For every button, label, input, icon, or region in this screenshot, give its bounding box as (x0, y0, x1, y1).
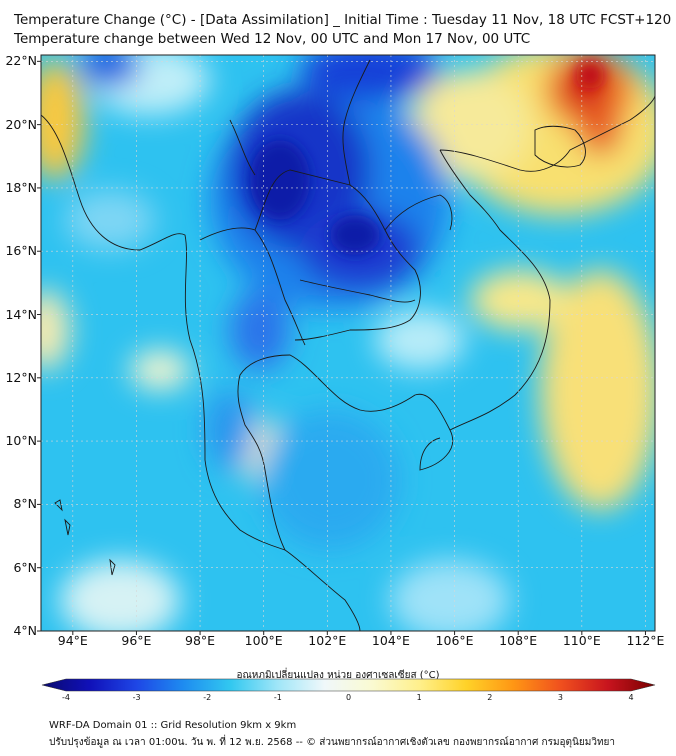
lon-label: 102°E (308, 633, 347, 648)
lon-label: 104°E (371, 633, 410, 648)
lon-label: 96°E (121, 633, 152, 648)
lat-label: 8°N (13, 496, 37, 512)
lat-label: 14°N (5, 306, 37, 322)
colorbar-title: อุณหภูมิเปลี่ยนแปลง หน่วย องศาเซลเซียส (… (236, 670, 440, 681)
lon-label: 106°E (435, 633, 474, 648)
colorbar-tick-label: -1 (273, 693, 282, 702)
footer-domain-info: WRF-DA Domain 01 :: Grid Resolution 9km … (49, 720, 297, 731)
lon-label: 110°E (562, 633, 601, 648)
lat-label: 16°N (5, 243, 37, 259)
colorbar-tick-label: -4 (62, 693, 70, 702)
colorbar-tick-label: 4 (628, 693, 634, 702)
graticule (41, 55, 655, 632)
chart-title: Temperature Change (°C) - [Data Assimila… (14, 12, 672, 28)
lon-label: 112°E (626, 633, 665, 648)
lat-label: 12°N (5, 369, 37, 385)
colorbar-tick-label: 0 (345, 693, 352, 702)
colorbar-tick-label: -2 (203, 693, 212, 702)
lat-label: 10°N (5, 433, 37, 449)
axis-ticks (37, 60, 646, 635)
coastline-borders (41, 59, 655, 631)
colorbar-tick-label: 2 (487, 693, 493, 702)
temperature-field (41, 55, 655, 631)
map-frame (40, 54, 656, 632)
lon-label: 100°E (244, 633, 283, 648)
lon-label: 94°E (57, 633, 88, 648)
chart-subtitle: Temperature change between Wed 12 Nov, 0… (14, 31, 531, 47)
lat-label: 18°N (5, 179, 37, 195)
colorbar-tick-label: 1 (416, 693, 422, 702)
colorbar-tick-label: 3 (557, 693, 563, 702)
footer-credit: ปรับปรุงข้อมูล ณ เวลา 01:00น. วัน พ. ที่… (49, 737, 616, 748)
lat-label: 20°N (5, 116, 37, 132)
lat-label: 6°N (13, 559, 37, 575)
lat-label: 22°N (5, 53, 37, 69)
lon-label: 98°E (185, 633, 216, 648)
lon-label: 108°E (499, 633, 538, 648)
lat-label: 4°N (13, 623, 37, 638)
colorbar-tick-label: -3 (132, 693, 141, 702)
